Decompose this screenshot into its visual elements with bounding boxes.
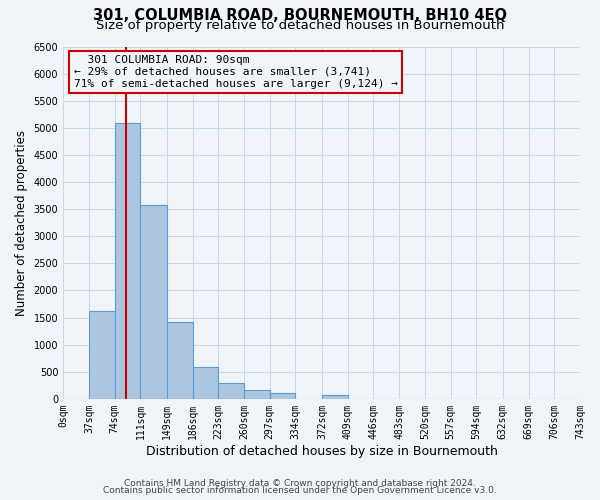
Text: 301, COLUMBIA ROAD, BOURNEMOUTH, BH10 4EQ: 301, COLUMBIA ROAD, BOURNEMOUTH, BH10 4E… <box>93 8 507 22</box>
Bar <box>322 396 347 399</box>
Bar <box>193 368 218 399</box>
Text: 301 COLUMBIA ROAD: 90sqm
← 29% of detached houses are smaller (3,741)
71% of sem: 301 COLUMBIA ROAD: 90sqm ← 29% of detach… <box>74 56 398 88</box>
X-axis label: Distribution of detached houses by size in Bournemouth: Distribution of detached houses by size … <box>146 444 497 458</box>
Bar <box>270 394 295 399</box>
Text: Contains HM Land Registry data © Crown copyright and database right 2024.: Contains HM Land Registry data © Crown c… <box>124 478 476 488</box>
Bar <box>167 322 193 399</box>
Text: Contains public sector information licensed under the Open Government Licence v3: Contains public sector information licen… <box>103 486 497 495</box>
Y-axis label: Number of detached properties: Number of detached properties <box>15 130 28 316</box>
Bar <box>244 390 270 399</box>
Text: Size of property relative to detached houses in Bournemouth: Size of property relative to detached ho… <box>96 19 504 32</box>
Bar <box>89 311 115 399</box>
Bar <box>218 382 244 399</box>
Bar <box>115 124 140 399</box>
Bar <box>140 205 167 399</box>
